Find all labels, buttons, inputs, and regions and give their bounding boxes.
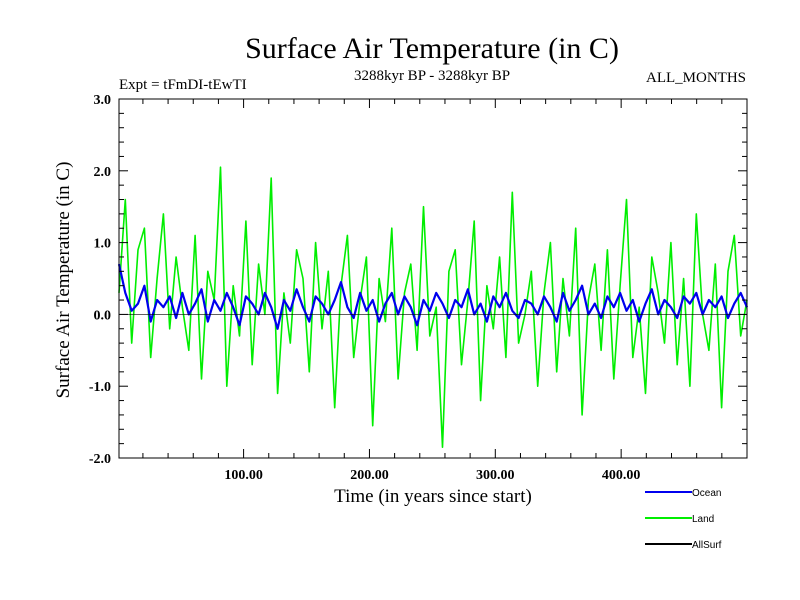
- x-tick-label: 200.00: [350, 468, 389, 483]
- y-tick-label: 1.0: [94, 237, 112, 252]
- y-tick-label: 3.0: [94, 93, 112, 108]
- legend: Ocean Land AllSurf: [645, 488, 722, 551]
- plot-area: -2.0 -1.0 0.0 1.0 2.0 3.0 100.00 200.00 300.00 40…: [89, 93, 749, 483]
- x-tick-label: 300.00: [476, 468, 515, 483]
- legend-label-allsurf: AllSurf: [692, 540, 722, 551]
- series-layer: [117, 166, 749, 449]
- experiment-label: Expt = tFmDI-tEwTI: [119, 77, 247, 93]
- legend-label-land: Land: [692, 514, 714, 525]
- tick-layer: -2.0 -1.0 0.0 1.0 2.0 3.0 100.00 200.00 300.00 40…: [89, 93, 747, 483]
- x-tick-label: 400.00: [602, 468, 641, 483]
- series-line-ocean: [117, 263, 749, 330]
- y-axis-label: Surface Air Temperature (in C): [53, 162, 74, 399]
- x-axis-label: Time (in years since start): [334, 486, 532, 507]
- months-label: ALL_MONTHS: [646, 70, 746, 86]
- x-tick-label: 100.00: [224, 468, 263, 483]
- y-tick-label: 2.0: [94, 165, 112, 180]
- period-label: 3288kyr BP - 3288kyr BP: [354, 68, 510, 84]
- y-tick-label: 0.0: [94, 308, 112, 323]
- legend-label-ocean: Ocean: [692, 488, 721, 499]
- plot-frame: [118, 98, 748, 459]
- series-line-land: [118, 166, 748, 449]
- chart-title: Surface Air Temperature (in C): [245, 32, 619, 65]
- y-tick-label: -1.0: [89, 380, 111, 395]
- y-tick-label: -2.0: [89, 452, 111, 467]
